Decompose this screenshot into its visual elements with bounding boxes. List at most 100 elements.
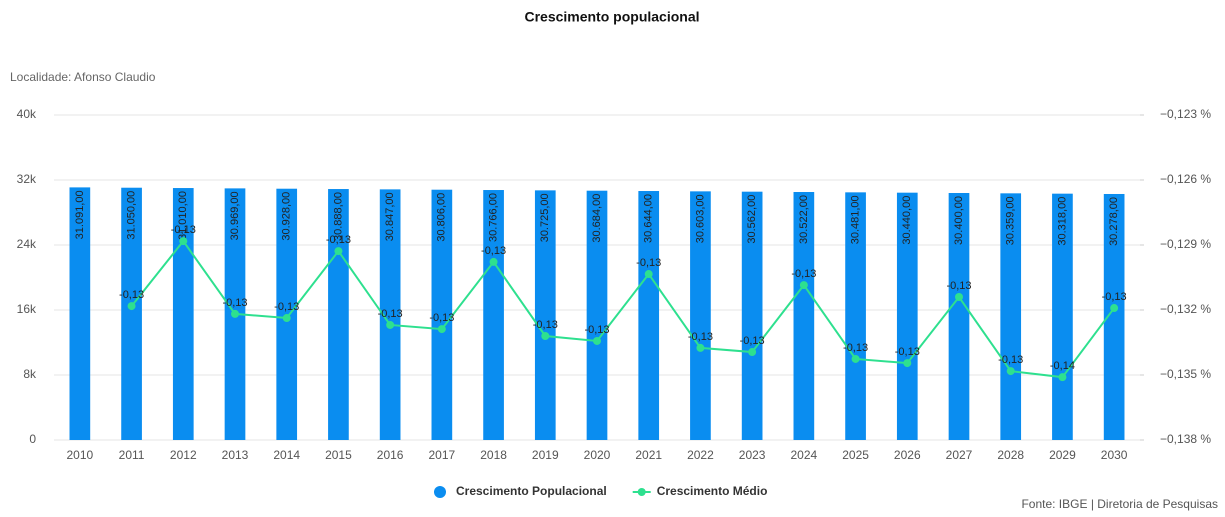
x-tick-label: 2029 [1049,448,1076,462]
y-tick-label: 40k [17,107,37,121]
point-label: -0,13 [326,234,351,246]
x-tick-label: 2019 [532,448,559,462]
bar [793,192,815,440]
point-label: -0,13 [636,257,661,269]
x-tick-label: 2027 [946,448,973,462]
x-tick-label: 2028 [997,448,1024,462]
line-point [696,343,705,352]
bar-label: 30.359,00 [1005,196,1017,245]
bar-label: 30.888,00 [332,192,344,241]
point-label: -0,13 [584,324,609,336]
bar [483,190,504,440]
bar-label: 30.644,00 [643,194,655,243]
y-tick-label: 24k [17,237,37,251]
x-tick-label: 2011 [119,448,145,462]
line-point [437,325,446,334]
x-tick-label: 2030 [1101,448,1128,462]
bar [638,191,660,440]
point-label: -0,13 [171,224,196,236]
y-tick-label: 16k [17,302,37,316]
point-label: -0,13 [895,346,920,358]
x-tick-label: 2013 [222,448,249,462]
x-tick-label: 2018 [480,448,507,462]
bar [431,189,453,440]
line-point [489,257,498,266]
point-label: -0,13 [946,280,971,292]
bar-label: 30.400,00 [953,196,965,245]
source: Fonte: IBGE | Diretoria de Pesquisas [1021,497,1218,511]
x-tick-label: 2012 [170,448,197,462]
bar-label: 30.603,00 [694,194,706,243]
subtitle: Localidade: Afonso Claudio [10,70,156,84]
bar [1103,193,1125,440]
bar-label: 30.278,00 [1108,197,1120,246]
line-point [334,247,343,256]
legend-symbol [637,488,646,496]
bar-label: 30.481,00 [849,195,861,244]
bar-label: 31.050,00 [125,191,137,240]
bar [741,191,763,440]
bar-label: 31.010,00 [177,191,189,240]
point-label: -0,13 [481,245,506,257]
bar [896,192,918,440]
bar-label: 30.522,00 [798,195,810,244]
line-point [593,336,601,345]
legend-label: Crescimento Populacional [456,484,607,498]
point-label: -0,13 [688,331,713,343]
x-tick-label: 2026 [894,448,921,462]
bar-label: 31.091,00 [74,190,86,239]
legend-symbol [434,486,446,498]
line-point [955,293,963,301]
y2-tick-label: −0,129 % [1160,237,1211,251]
bar [328,189,349,440]
bar-label: 30.969,00 [229,191,241,240]
bar [1052,193,1073,440]
line-point [1058,373,1067,382]
chart-title: Crescimento populacional [524,9,699,25]
point-label: -0,13 [222,297,247,309]
line-point [1006,367,1015,376]
line-point [799,281,808,290]
x-tick-label: 2017 [429,448,456,462]
point-label: -0,13 [378,308,403,320]
line-point [282,314,291,323]
x-tick-label: 2020 [584,448,611,462]
bar [948,193,970,440]
point-label: -0,13 [119,289,144,301]
x-tick-label: 2022 [687,448,714,462]
x-tick-label: 2015 [325,448,352,462]
point-label: -0,14 [1050,360,1075,372]
legend-label: Crescimento Médio [657,484,768,498]
point-label: -0,13 [429,312,454,324]
x-tick-label: 2023 [739,448,766,462]
bar [69,187,91,440]
x-tick-label: 2016 [377,448,404,462]
point-label: -0,13 [998,354,1023,366]
x-tick-label: 2010 [67,448,94,462]
bar-label: 30.847,00 [384,192,396,241]
line-point [851,354,860,363]
bar-label: 30.928,00 [281,192,293,241]
y-tick-label: 8k [23,367,37,381]
x-tick-label: 2025 [842,448,869,462]
bar [690,191,711,440]
y2-tick-label: −0,138 % [1160,432,1211,446]
line-point [748,348,757,357]
bar-label: 30.725,00 [539,193,551,242]
x-tick-label: 2024 [791,448,818,462]
line-point [541,332,550,340]
line-point [127,302,136,311]
x-tick-label: 2014 [273,448,300,462]
x-tick-label: 2021 [635,448,662,462]
line-point [179,237,188,246]
point-label: -0,13 [1102,291,1127,303]
bar-label: 30.562,00 [746,195,758,244]
y2-tick-label: −0,135 % [1160,367,1211,381]
bar [586,190,608,440]
line-point [1110,304,1119,313]
line-point [644,270,653,279]
line-point [903,359,912,368]
point-label: -0,13 [791,268,816,280]
point-label: -0,13 [533,319,558,331]
